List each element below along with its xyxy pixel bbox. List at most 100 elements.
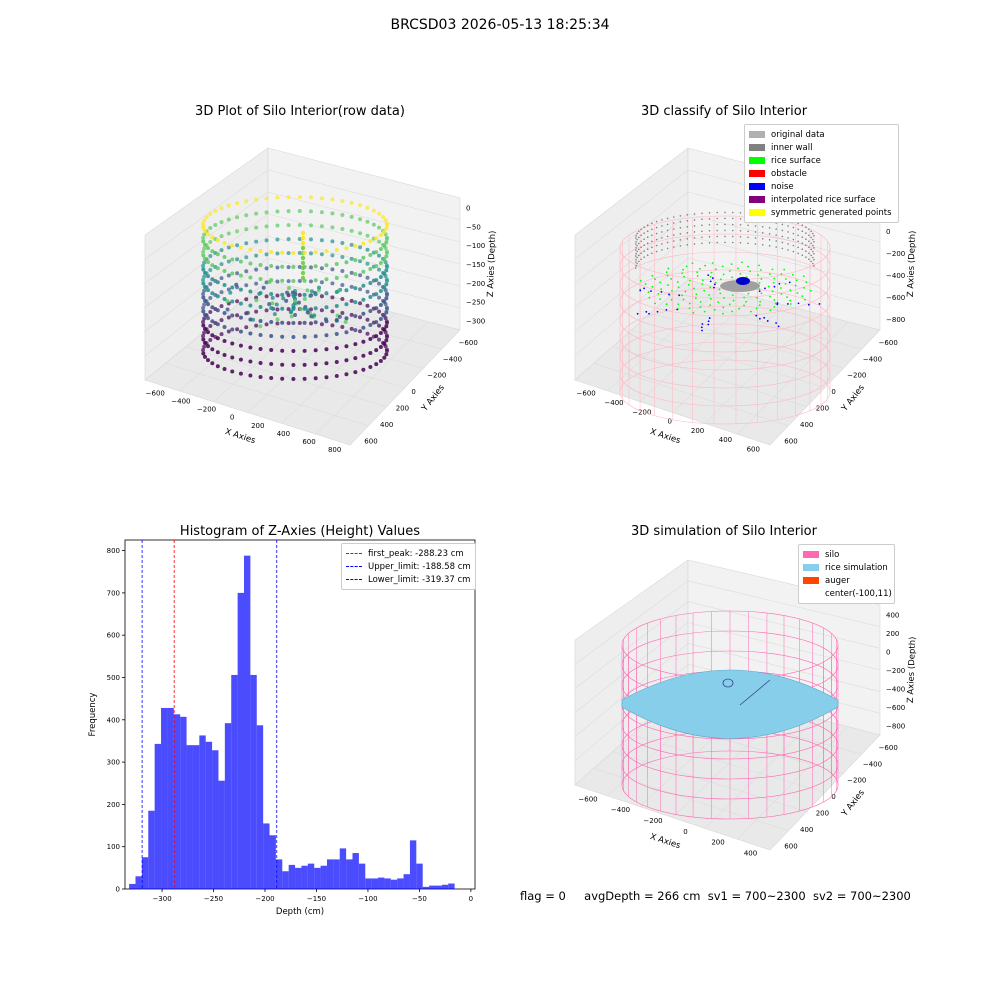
data-point xyxy=(308,251,313,256)
legend-entry: center(-100,11) xyxy=(803,587,892,600)
data-point xyxy=(353,286,358,291)
inner-wall-point xyxy=(739,217,742,220)
rice-surface-point xyxy=(670,298,673,301)
data-point xyxy=(202,302,207,307)
inner-wall-point xyxy=(813,240,815,243)
rice-surface-point xyxy=(795,279,798,282)
rice-surface-point xyxy=(772,281,775,284)
legend-entry: silo xyxy=(803,548,890,561)
rice-surface-point xyxy=(758,288,761,291)
noise-point xyxy=(708,317,711,319)
histogram-bar xyxy=(422,886,430,889)
data-point xyxy=(334,345,339,350)
rice-surface-point xyxy=(677,286,680,289)
z-tick-label: −200 xyxy=(466,280,485,288)
data-point xyxy=(264,238,269,243)
data-point xyxy=(313,348,318,353)
data-point xyxy=(244,255,249,260)
data-point xyxy=(206,330,211,335)
rice-surface-point xyxy=(722,306,725,309)
data-point xyxy=(201,250,206,255)
histogram-bar xyxy=(148,810,155,889)
data-point xyxy=(219,234,224,239)
data-point xyxy=(254,197,259,202)
data-point xyxy=(210,291,215,296)
inner-wall-point xyxy=(813,258,815,261)
z-tick-label: −200 xyxy=(886,667,905,675)
rice-surface-point xyxy=(667,267,670,270)
z-tick-label: −400 xyxy=(886,686,905,694)
inner-wall-point xyxy=(643,226,645,228)
original-data-cluster xyxy=(720,280,760,292)
inner-wall-point xyxy=(708,235,711,238)
data-point xyxy=(238,343,243,348)
data-point xyxy=(319,210,324,215)
rice-surface-point xyxy=(688,302,691,305)
data-point xyxy=(378,359,383,364)
data-point xyxy=(248,317,253,322)
x-tick-label: 600 xyxy=(747,445,760,453)
inner-wall-point xyxy=(636,256,638,259)
data-point xyxy=(378,345,383,350)
data-point xyxy=(300,255,306,261)
data-point xyxy=(230,257,235,262)
rice-surface-point xyxy=(758,304,761,307)
inner-wall-point xyxy=(637,230,640,233)
data-point xyxy=(365,205,370,210)
histogram-bar xyxy=(409,840,417,889)
inner-wall-point xyxy=(810,236,813,239)
noise-point xyxy=(713,283,716,286)
inner-wall-point xyxy=(797,246,799,249)
inner-wall-point xyxy=(643,256,645,258)
data-point xyxy=(210,333,215,338)
data-point xyxy=(270,295,275,300)
data-point xyxy=(286,307,291,312)
data-point xyxy=(201,292,206,297)
data-point xyxy=(324,249,329,254)
data-point xyxy=(219,248,224,253)
data-point xyxy=(361,255,366,260)
inner-wall-point xyxy=(739,235,742,238)
rice-surface-point xyxy=(666,274,669,277)
noise-point xyxy=(758,290,761,293)
histogram-bar xyxy=(218,780,225,889)
data-point xyxy=(313,306,318,311)
rice-surface-point xyxy=(789,289,792,292)
data-point xyxy=(206,316,211,321)
inner-wall-point xyxy=(640,228,642,231)
data-point xyxy=(201,278,206,283)
inner-wall-point xyxy=(775,228,777,230)
rice-surface-point xyxy=(717,301,720,304)
data-point xyxy=(248,289,253,294)
grid-line xyxy=(574,580,689,665)
rice-surface-point xyxy=(743,304,745,307)
data-point xyxy=(368,351,373,356)
data-point xyxy=(208,226,213,231)
data-point xyxy=(226,217,231,222)
rice-surface-point xyxy=(771,268,774,271)
inner-wall-point xyxy=(679,221,682,223)
histogram-bar xyxy=(186,745,193,889)
data-point xyxy=(235,327,240,332)
data-point xyxy=(330,253,335,258)
grid-line xyxy=(574,643,689,737)
noise-point xyxy=(660,291,663,293)
data-point xyxy=(244,283,249,288)
x-tick-label: −600 xyxy=(577,390,596,398)
data-point xyxy=(225,307,230,312)
inner-wall-point xyxy=(787,225,789,227)
inner-wall-point xyxy=(673,234,675,236)
grid-line xyxy=(267,213,461,265)
rice-surface-point xyxy=(784,278,787,280)
data-point xyxy=(384,221,389,226)
data-point xyxy=(264,266,269,271)
rice-surface-point xyxy=(771,290,774,293)
data-point xyxy=(358,245,363,250)
data-point xyxy=(238,273,243,278)
inner-wall-point xyxy=(666,217,669,220)
data-point xyxy=(384,254,389,259)
data-point xyxy=(302,264,307,269)
rice-surface-point xyxy=(701,279,704,282)
inner-wall-point xyxy=(724,235,726,238)
rice-surface-point xyxy=(774,302,777,305)
